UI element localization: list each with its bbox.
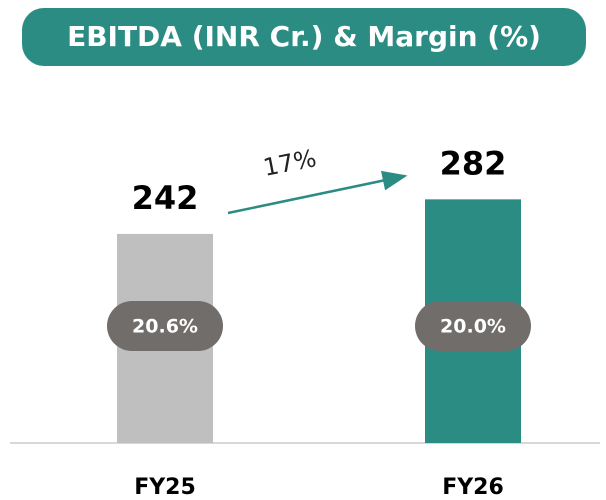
margin-pill xyxy=(415,301,531,351)
chart-title: EBITDA (INR Cr.) & Margin (%) xyxy=(67,20,541,53)
title-banner xyxy=(22,8,586,66)
x-tick-label: FY25 xyxy=(134,475,196,500)
margin-label: 20.0% xyxy=(440,316,506,338)
x-tick-label: FY26 xyxy=(442,475,504,500)
value-label: 282 xyxy=(440,144,507,182)
growth-arrow xyxy=(227,170,408,215)
margin-label: 20.6% xyxy=(132,316,198,338)
value-label: 242 xyxy=(132,179,199,217)
growth-annotation: 17% xyxy=(261,144,319,182)
margin-pill xyxy=(107,301,223,351)
